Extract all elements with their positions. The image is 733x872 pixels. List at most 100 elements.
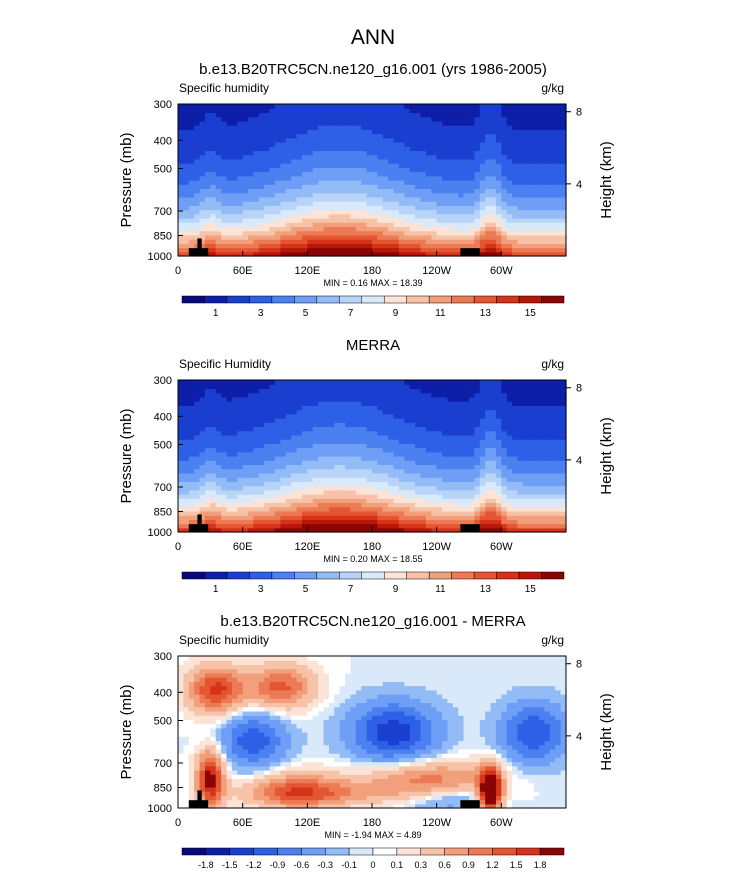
field-cell <box>242 222 249 228</box>
field-cell <box>188 451 195 457</box>
field-cell <box>178 519 184 525</box>
field-cell <box>495 485 502 491</box>
field-cell <box>420 213 427 219</box>
field-cell <box>458 439 465 444</box>
field-cell <box>269 477 276 482</box>
field-cell <box>291 209 298 215</box>
field-cell <box>495 413 502 419</box>
field-cell <box>248 180 255 185</box>
field-cell <box>539 409 546 415</box>
field-cell <box>258 120 265 126</box>
field-cell <box>512 112 519 118</box>
field-cell <box>447 460 454 466</box>
field-cell <box>398 158 405 164</box>
field-cell <box>517 439 524 444</box>
field-cell <box>447 218 454 223</box>
field-cell <box>318 464 325 470</box>
field-cell <box>312 154 319 160</box>
field-cell <box>544 481 551 487</box>
field-cell <box>269 247 276 253</box>
field-cell <box>404 192 411 198</box>
field-cell <box>372 180 378 185</box>
field-cell <box>296 116 303 122</box>
field-cell <box>512 116 519 122</box>
field-cell <box>215 413 222 419</box>
field-cell <box>253 519 260 525</box>
field-cell <box>318 180 325 185</box>
field-cell <box>409 472 416 478</box>
field-cell <box>312 485 319 491</box>
field-cell <box>301 405 308 411</box>
field-cell <box>431 464 438 470</box>
field-cell <box>334 498 341 504</box>
field-cell <box>334 426 341 432</box>
field-cell <box>512 108 519 114</box>
field-cell <box>420 439 427 444</box>
field-cell <box>555 460 562 466</box>
field-cell <box>420 171 427 177</box>
field-cell <box>275 519 281 525</box>
field-cell <box>312 392 319 398</box>
field-cell <box>393 247 400 253</box>
field-cell <box>458 146 465 152</box>
field-cell <box>280 133 287 139</box>
field-cell <box>194 519 201 525</box>
field-cell <box>361 422 368 428</box>
field-cell <box>248 464 255 470</box>
field-cell <box>204 112 211 118</box>
field-cell <box>269 230 276 236</box>
field-cell <box>253 251 260 257</box>
field-cell <box>463 472 470 478</box>
field-cell <box>420 234 427 240</box>
field-cell <box>275 209 281 215</box>
field-cell <box>398 422 405 428</box>
field-cell <box>404 167 411 173</box>
field-cell <box>355 464 362 470</box>
field-cell <box>355 142 362 147</box>
field-cell <box>415 472 422 478</box>
field-cell <box>253 234 260 240</box>
field-cell <box>404 209 411 215</box>
field-cell <box>372 443 378 449</box>
field-cell <box>258 456 265 461</box>
field-cell <box>447 158 454 164</box>
field-cell <box>382 527 389 533</box>
field-cell <box>442 430 449 436</box>
field-cell <box>291 196 298 202</box>
field-cell <box>280 472 287 478</box>
field-cell <box>458 226 465 232</box>
field-cell <box>307 498 314 504</box>
field-cell <box>258 137 265 143</box>
field-cell <box>549 418 556 423</box>
field-cell <box>285 460 292 466</box>
field-cell <box>555 247 562 253</box>
field-cell <box>221 112 228 118</box>
field-cell <box>210 226 217 232</box>
field-cell <box>178 502 184 508</box>
field-cell <box>215 209 222 215</box>
field-cell <box>495 481 502 487</box>
field-cell <box>431 205 438 211</box>
field-cell <box>242 405 249 411</box>
field-cell <box>528 175 535 181</box>
field-cell <box>539 239 546 244</box>
field-cell <box>409 154 416 160</box>
field-cell <box>560 120 567 126</box>
field-cell <box>318 104 325 109</box>
field-cell <box>345 129 352 135</box>
field-cell <box>355 251 362 257</box>
field-cell <box>253 434 260 440</box>
field-cell <box>242 158 249 164</box>
field-cell <box>425 396 432 402</box>
field-cell <box>393 510 400 516</box>
field-cell <box>555 489 562 495</box>
field-cell <box>431 489 438 495</box>
field-cell <box>560 226 567 232</box>
field-cell <box>285 171 292 177</box>
field-cell <box>431 184 438 190</box>
field-cell <box>458 218 465 223</box>
field-cell <box>334 456 341 461</box>
field-cell <box>345 180 352 185</box>
field-cell <box>469 150 475 156</box>
field-cell <box>420 519 427 525</box>
